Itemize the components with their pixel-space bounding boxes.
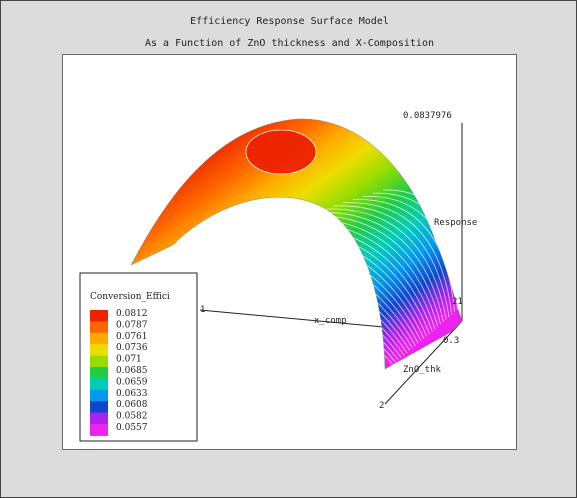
- legend-swatch: [90, 310, 108, 322]
- legend-swatch: [90, 424, 108, 436]
- z-axis-label: Response: [434, 218, 477, 228]
- legend-swatch: [90, 355, 108, 368]
- legend-label: 0.071: [116, 355, 142, 365]
- legend-label: 0.0685: [116, 366, 148, 376]
- legend-label: 0.0787: [116, 320, 148, 330]
- x-axis-line: [199, 309, 384, 328]
- chart-subtitle: As a Function of ZnO thickness and X-Com…: [145, 38, 434, 49]
- contour-line: [352, 199, 455, 313]
- legend-label: 0.0736: [116, 343, 148, 353]
- legend-swatch: [90, 412, 108, 425]
- legend-label: 0.0812: [116, 309, 148, 319]
- legend-label: 0.0761: [116, 332, 148, 342]
- legend-label: 0.0608: [116, 400, 148, 410]
- legend-swatch: [90, 389, 108, 402]
- contour-line: [332, 205, 450, 318]
- legend-swatch: [90, 321, 108, 334]
- legend-label: 0.0659: [116, 377, 148, 387]
- contour-line: [312, 211, 444, 322]
- y-axis-line: [384, 320, 463, 405]
- legend-swatch: [90, 367, 108, 379]
- contour-line: [342, 202, 453, 315]
- surface-plot: 0.0837976 Response x_comp ZnO_thk 1 2 21…: [79, 111, 477, 442]
- x-tick-1: 1: [200, 305, 205, 315]
- chart-title: Efficiency Response Surface Model: [190, 16, 389, 27]
- legend-swatch: [90, 401, 108, 414]
- y-tick-2: 2: [379, 401, 384, 411]
- z-tick-21: 21: [452, 297, 463, 307]
- legend-swatch: [90, 378, 108, 391]
- plot-area: 0.0837976 Response x_comp ZnO_thk 1 2 21…: [62, 54, 517, 450]
- x-axis-label: x_comp: [314, 316, 347, 326]
- legend-swatch: [90, 344, 108, 357]
- legend-title: Conversion_Effici: [90, 292, 170, 302]
- z-max-label: 0.0837976: [403, 111, 452, 121]
- contour-line: [322, 208, 447, 320]
- contour-line: [162, 259, 402, 359]
- peak-region: [245, 129, 317, 175]
- legend: Conversion_Effici 0.08120.07870.07610.07…: [79, 272, 198, 442]
- legend-label: 0.0557: [116, 423, 148, 433]
- legend-label: 0.0633: [116, 389, 148, 399]
- y-tick-0-3: 0.3: [443, 336, 459, 346]
- y-axis-label: ZnO_thk: [403, 365, 442, 375]
- legend-swatch: [90, 332, 108, 345]
- legend-label: 0.0582: [116, 412, 148, 422]
